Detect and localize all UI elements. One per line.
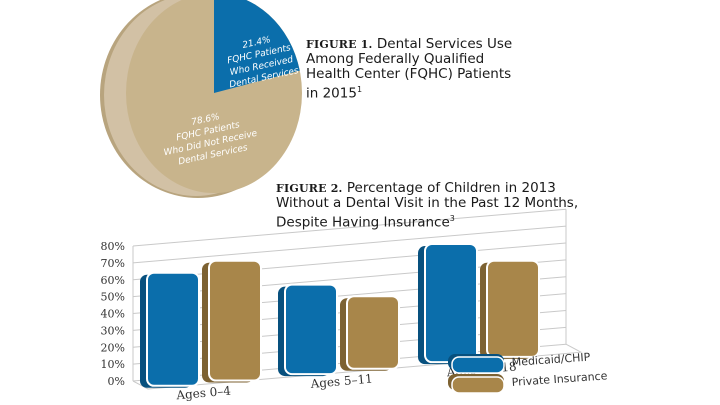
figure1-label: FIGURE 1.	[306, 38, 373, 51]
y-tick-label: 60%	[101, 274, 125, 287]
y-tick-label: 40%	[101, 308, 125, 321]
bar	[424, 243, 478, 364]
pie-slice-received	[214, 0, 300, 93]
figure2-title-line3: Despite Having Insurance	[276, 214, 450, 231]
y-tick-label: 20%	[101, 341, 125, 354]
y-tick-label: 70%	[101, 257, 125, 270]
y-tick-label: 10%	[101, 358, 125, 371]
y-tick-label: 50%	[101, 291, 125, 304]
y-tick-label: 80%	[101, 240, 125, 253]
y-axis-ticks: 0% 10% 20% 30% 40% 50% 60% 70% 80%	[101, 240, 125, 388]
figure1-title: Dental Services Use Among Federally Qual…	[306, 36, 513, 102]
gridline	[132, 225, 567, 264]
y-tick-label: 30%	[101, 324, 125, 337]
legend-label: Private Insurance	[511, 369, 608, 389]
legend-label: Medicaid/CHIP	[511, 351, 591, 369]
bar	[208, 259, 262, 382]
figure2-footnote: 3	[449, 214, 455, 223]
gridline	[132, 208, 567, 247]
x-tick-label: Ages 5–11	[309, 372, 373, 391]
bar	[346, 295, 400, 370]
figure1-caption: FIGURE 1. Dental Services Use Among Fede…	[306, 37, 526, 102]
legend-swatch	[451, 376, 505, 394]
x-tick-label: Ages 0–4	[175, 384, 232, 403]
legend-swatch	[451, 356, 505, 374]
bar	[284, 283, 338, 376]
y-tick-label: 0%	[108, 375, 125, 388]
figure2-title-line2: Without a Dental Visit in the Past 12 Mo…	[276, 195, 579, 211]
figure2-label: FIGURE 2.	[276, 182, 343, 195]
figure2-title-line1: Percentage of Children in 2013	[346, 180, 556, 196]
bar	[486, 259, 540, 358]
bar	[146, 271, 200, 387]
figure1-footnote: 1	[356, 85, 363, 94]
bars-layer	[140, 243, 540, 388]
figure2-caption: FIGURE 2. Percentage of Children in 2013…	[276, 181, 596, 231]
